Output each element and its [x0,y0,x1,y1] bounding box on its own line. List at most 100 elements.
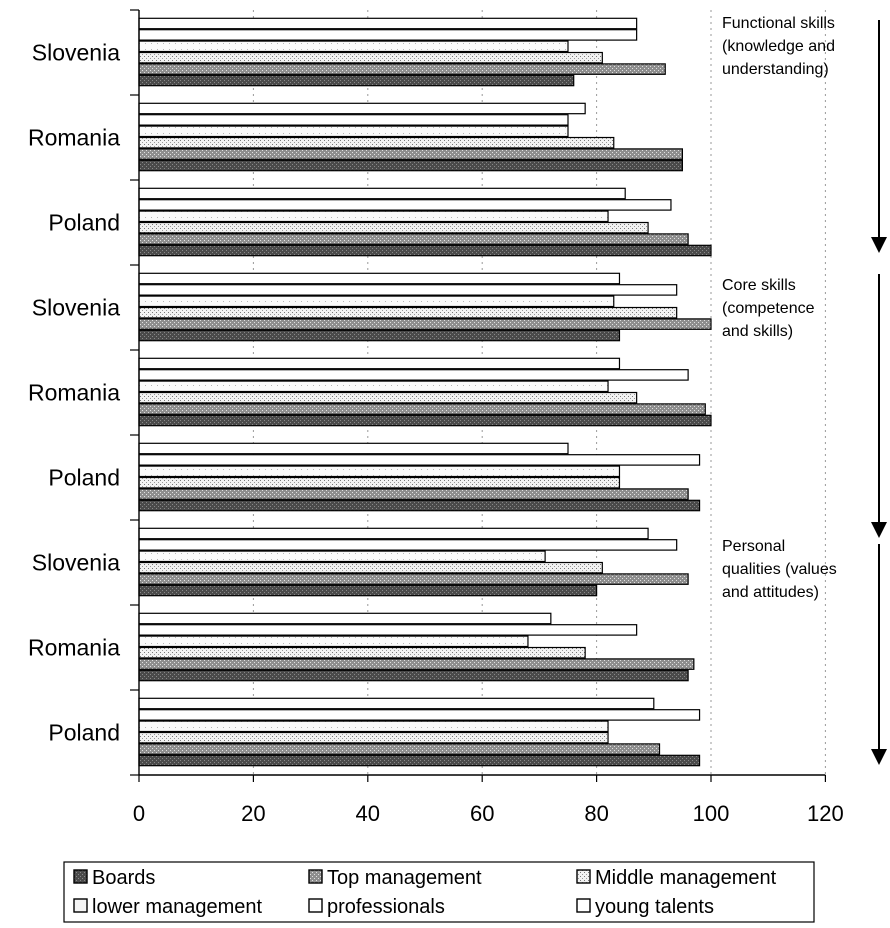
bar-professionals-8 [138,709,701,721]
bar-middle-management-6 [138,561,603,574]
category-label: Romania [28,635,120,661]
category-label: Poland [48,210,120,236]
bar-lower-management-6 [138,550,546,563]
down-arrow-head-icon [871,237,887,253]
bar-young-talents-3 [138,272,621,285]
bar-lower-management-8 [138,720,609,733]
category-label: Poland [48,720,120,746]
bar-top-management-4 [138,403,706,415]
legend-label: Middle management [595,867,777,889]
bar-professionals-0 [138,29,638,41]
bar-middle-management-7 [138,646,586,659]
bar-boards-4 [138,414,712,427]
bar-lower-management-0 [138,40,569,53]
bar-middle-management-3 [138,306,678,319]
x-tick-label: 20 [241,801,265,826]
bar-lower-management-7 [138,635,529,648]
bar-top-management-8 [138,743,661,755]
bar-professionals-6 [138,539,678,551]
bar-professionals-3 [138,284,678,296]
bar-top-management-0 [138,63,666,75]
group-annotation-line: understanding) [722,61,829,78]
bar-top-management-3 [138,318,712,330]
bar-lower-management-3 [138,295,615,308]
legend: Boards Top management Middle management low… [63,861,815,923]
bar-young-talents-7 [138,612,552,625]
legend-swatch [308,898,323,913]
category-label: Poland [48,465,120,491]
group-annotations: Functional skills (knowledge and understan… [722,15,887,765]
legend-label: lower management [92,896,263,918]
bar-boards-2 [138,244,712,257]
bar-middle-management-1 [138,136,615,149]
bar-lower-management-1 [138,125,569,138]
category-label: Slovenia [32,40,120,66]
x-tick-label: 80 [584,801,608,826]
bar-professionals-5 [138,454,701,466]
group-annotation-line: and skills) [722,323,793,340]
category-labels: Slovenia Romania Poland Slovenia Romania Pola… [28,40,120,746]
bar-boards-1 [138,159,684,172]
bar-top-management-1 [138,148,684,160]
bar-middle-management-4 [138,391,638,404]
bar-boards-5 [138,499,701,512]
legend-label: Boards [92,867,155,889]
group-annotation-line: qualities (values [722,561,837,578]
bar-top-management-6 [138,573,689,585]
group-annotation-line: Core skills [722,277,796,294]
bar-professionals-4 [138,369,689,381]
legend-box [63,861,815,923]
bar-middle-management-8 [138,731,609,744]
bar-top-management-5 [138,488,689,500]
x-tick-label: 60 [470,801,494,826]
bar-boards-7 [138,669,689,682]
bar-professionals-2 [138,199,672,211]
group-annotation-line: (competence [722,300,815,317]
category-label: Romania [28,380,120,406]
bar-young-talents-1 [138,102,586,115]
bar-young-talents-0 [138,17,638,30]
axes [130,9,827,782]
bar-professionals-7 [138,624,638,636]
x-tick-label: 0 [133,801,145,826]
x-tick-label: 120 [807,801,844,826]
legend-swatch [308,869,323,884]
down-arrow-head-icon [871,522,887,538]
bar-professionals-1 [138,114,569,126]
bar-lower-management-2 [138,210,609,223]
bar-young-talents-2 [138,187,626,200]
bar-young-talents-4 [138,357,621,370]
bar-middle-management-0 [138,51,603,64]
bar-top-management-7 [138,658,695,670]
bar-young-talents-6 [138,527,649,540]
group-annotation-line: (knowledge and [722,38,835,55]
bar-middle-management-2 [138,221,649,234]
x-tick-label: 100 [693,801,730,826]
legend-label: Top management [327,867,482,889]
category-label: Slovenia [32,550,120,576]
legend-swatch [576,898,591,913]
bar-boards-8 [138,754,701,767]
group-annotation-line: and attitudes) [722,584,819,601]
bar-middle-management-5 [138,476,621,489]
x-tick-label: 40 [356,801,380,826]
group-annotation-line: Personal [722,538,785,555]
bar-boards-6 [138,584,598,597]
legend-label: professionals [327,896,445,918]
bar-boards-3 [138,329,621,342]
bar-lower-management-4 [138,380,609,393]
legend-swatch [73,869,88,884]
group-annotation-line: Functional skills [722,15,835,32]
legend-swatch [576,869,591,884]
category-label: Romania [28,125,120,151]
category-label: Slovenia [32,295,120,321]
down-arrow-head-icon [871,749,887,765]
x-tick-labels: 0 20 40 60 80 100 120 [133,801,844,826]
bar-young-talents-8 [138,697,655,710]
bar-young-talents-5 [138,442,569,455]
bar-boards-0 [138,74,575,87]
bar-top-management-2 [138,233,689,245]
bars [138,17,712,767]
legend-swatch [73,898,88,913]
